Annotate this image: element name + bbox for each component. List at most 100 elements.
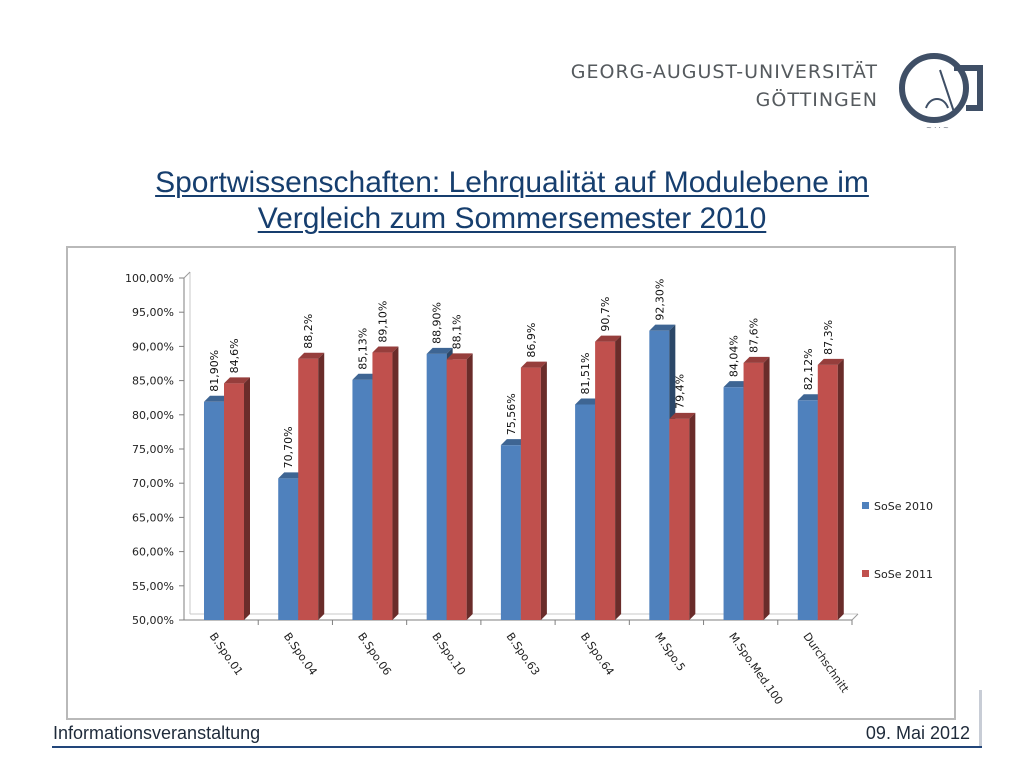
slide-title-line2: Vergleich zum Sommersemester 2010 (257, 202, 767, 235)
university-seal-logo: ~ · · ~ (899, 53, 983, 132)
x-tick-label: B.Spo.04 (281, 630, 320, 678)
x-tick-label: B.Spo.63 (504, 630, 543, 678)
legend-label: SoSe 2010 (874, 500, 933, 513)
x-tick-label: M.Spo.Med.100 (726, 630, 785, 707)
bar-top-face (426, 347, 453, 354)
x-tick-label: B.Spo.06 (355, 630, 394, 678)
bar-front-sose-2011 (372, 352, 393, 620)
bar-side-face (318, 352, 325, 620)
svg-text:~ · · ~: ~ · · ~ (926, 124, 949, 132)
x-tick-label: B.Spo.64 (578, 630, 617, 678)
data-label: 84,04% (728, 335, 741, 377)
y-tick-label: 75,00% (132, 443, 174, 456)
bar-chart: 50,00% 55,00% 60,00% 65,00% 70,00% 75,00% 80,0… (125, 271, 933, 707)
bar-top-face (520, 361, 547, 368)
university-name: GEORG-AUGUST-UNIVERSITÄT GÖTTINGEN (571, 58, 878, 114)
bar-front-sose-2011 (520, 367, 541, 620)
bar-front-sose-2010 (426, 353, 447, 620)
bar-top-face (743, 356, 770, 363)
y-tick-label: 55,00% (132, 580, 174, 593)
bar-front-sose-2010 (352, 379, 373, 620)
footer-rule (52, 746, 982, 748)
bar-top-face (817, 358, 844, 365)
data-label: 87,6% (748, 318, 761, 353)
footer-event-name: Informationsveranstaltung (53, 723, 261, 743)
data-label: 81,51% (579, 353, 592, 395)
data-label: 88,2% (302, 314, 315, 349)
y-tick-label: 90,00% (132, 340, 174, 353)
bar-top-face (500, 439, 527, 446)
y-tick-label: 80,00% (132, 409, 174, 422)
data-label: 86,9% (525, 323, 538, 358)
bar-side-face (615, 335, 622, 620)
data-label: 75,56% (505, 393, 518, 435)
data-label: 79,4% (673, 374, 686, 409)
data-label: 84,6% (228, 338, 241, 373)
footer-right-rule (979, 690, 982, 748)
bar-front-sose-2011 (743, 362, 764, 620)
data-label: 88,90% (431, 302, 444, 344)
university-name-line1: GEORG-AUGUST-UNIVERSITÄT (570, 61, 878, 83)
bar-front-sose-2011 (224, 383, 244, 620)
data-label: 90,7% (599, 297, 612, 332)
bar-front-sose-2011 (669, 418, 690, 620)
data-label: 85,13% (356, 328, 369, 370)
slide-title: Sportwissenschaften: Lehrqualität auf Mo… (60, 165, 964, 237)
bar-top-face (352, 373, 379, 380)
bar-front-sose-2010 (649, 330, 670, 620)
bar-top-face (575, 398, 602, 405)
bar-front-sose-2010 (723, 387, 744, 620)
y-axis-top-edge (183, 271, 191, 279)
data-label: 70,70% (282, 426, 295, 468)
y-tick-label: 60,00% (132, 546, 174, 559)
y-tick-label: 70,00% (132, 477, 174, 490)
bar-top-face (298, 352, 325, 359)
bar-top-face (372, 346, 399, 353)
bar-front-sose-2011 (446, 359, 467, 620)
data-label: 82,12% (802, 348, 815, 390)
bar-front-sose-2010 (278, 478, 299, 620)
bar-front-sose-2011 (298, 358, 319, 620)
bar-side-face (689, 412, 696, 620)
footer-date: 09. Mai 2012 (865, 723, 970, 743)
y-tick-label: 85,00% (132, 375, 174, 388)
bar-front-sose-2010 (575, 404, 596, 620)
legend-label: SoSe 2011 (874, 568, 933, 581)
bar-front-sose-2010 (500, 445, 521, 620)
bar-top-face (669, 412, 696, 419)
legend-swatch (862, 502, 869, 509)
bar-top-face (723, 381, 750, 388)
legend-swatch (862, 570, 869, 577)
bar-top-face (797, 394, 824, 401)
x-tick-label: B.Spo.10 (429, 630, 468, 678)
data-label: 89,10% (376, 301, 389, 343)
bar-side-face (244, 377, 250, 620)
bar-side-face (763, 356, 770, 620)
y-tick-label: 100,00% (125, 272, 174, 285)
bar-side-face (837, 358, 844, 620)
y-tick-label: 95,00% (132, 306, 174, 319)
bar-front-sose-2011 (595, 341, 616, 620)
x-tick-label: Durchschnitt (800, 630, 851, 695)
university-name-line2: GÖTTINGEN (755, 89, 878, 111)
bar-top-face (595, 335, 622, 342)
bar-front-sose-2010 (797, 400, 818, 620)
y-tick-label: 50,00% (132, 614, 174, 627)
bar-side-face (540, 361, 547, 620)
slide-title-line1: Sportwissenschaften: Lehrqualität auf Mo… (155, 166, 869, 199)
x-tick-label: B.Spo.01 (207, 630, 246, 678)
data-label: 81,90% (208, 350, 221, 392)
x-tick-label: M.Spo.5 (652, 630, 688, 673)
data-label: 88,1% (451, 314, 464, 349)
bar-top-face (278, 472, 305, 479)
bar-side-face (466, 353, 473, 620)
data-label: 92,30% (653, 279, 666, 321)
bar-top-face (204, 395, 230, 402)
chart-floor-side-edge (851, 613, 859, 621)
bar-side-face (392, 346, 399, 620)
data-label: 87,3% (822, 320, 835, 355)
bar-top-face (649, 324, 676, 331)
bar-front-sose-2010 (204, 401, 224, 620)
bar-top-face (224, 377, 250, 384)
chart-frame: 50,00% 55,00% 60,00% 65,00% 70,00% 75,00% 80,0… (66, 246, 956, 720)
